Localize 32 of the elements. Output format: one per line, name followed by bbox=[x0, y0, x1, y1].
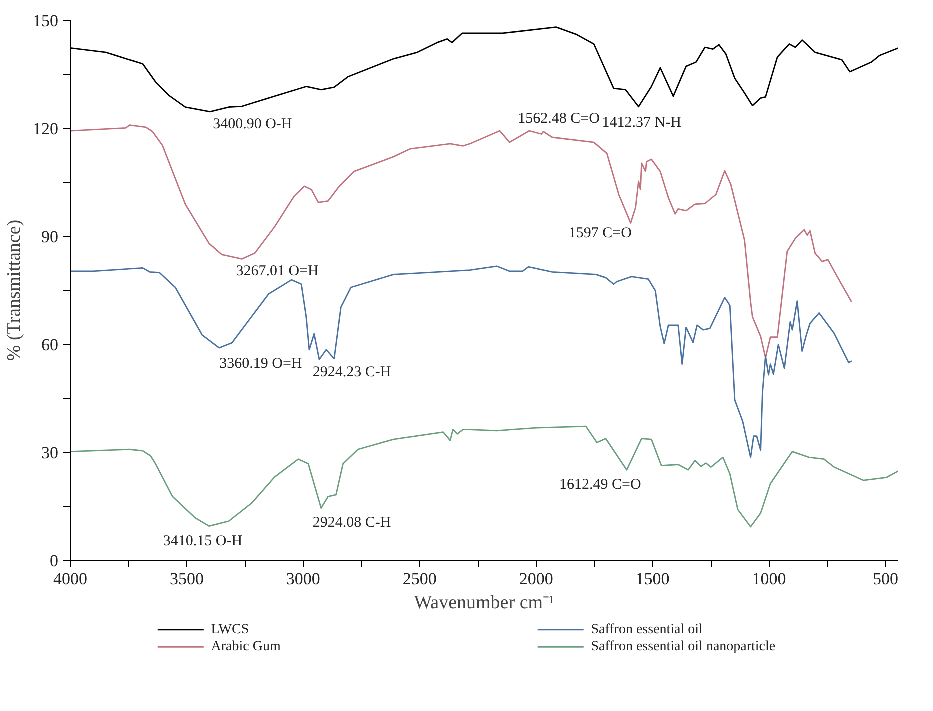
y-tick-label: 90 bbox=[42, 228, 58, 246]
y-tick-label: 0 bbox=[50, 552, 58, 570]
annotation: 3267.01 O=H bbox=[236, 264, 319, 280]
x-tick-label: 3000 bbox=[286, 570, 320, 588]
x-tick-label: 3500 bbox=[170, 570, 204, 588]
x-tick-label: 2000 bbox=[519, 570, 554, 588]
y-tick-label: 60 bbox=[42, 336, 58, 354]
y-tick-label: 120 bbox=[33, 120, 58, 138]
x-tick-label: 1500 bbox=[636, 570, 670, 588]
y-axis-title: % (Transmittance) bbox=[4, 220, 25, 362]
y-tick-label: 30 bbox=[42, 444, 58, 462]
annotation: 3400.90 O-H bbox=[213, 116, 292, 133]
annotation: 1597 C=O bbox=[568, 225, 632, 242]
annotation: 3360.19 O=H bbox=[220, 356, 302, 372]
line-series bbox=[70, 426, 898, 528]
x-tick-label: 500 bbox=[872, 570, 898, 588]
annotation: 2924.08 C-H bbox=[312, 515, 392, 532]
annotation: 1412.37 N-H bbox=[602, 115, 682, 132]
x-tick-label: 2500 bbox=[402, 570, 437, 588]
annotation: 1612.49 C=O bbox=[560, 476, 642, 493]
annotation: 3410.15 O-H bbox=[163, 534, 243, 550]
legend-label: Saffron essential oil nanoparticle bbox=[591, 640, 776, 655]
x-axis-title: Wavenumber cm⁻¹ bbox=[414, 592, 556, 614]
legend-label: Saffron essential oil bbox=[591, 622, 704, 638]
legend-label: Arabic Gum bbox=[211, 640, 281, 655]
annotation: 1562.48 C=O bbox=[518, 110, 600, 127]
line-series bbox=[70, 266, 853, 458]
legend-label: LWCS bbox=[211, 622, 250, 638]
x-tick-label: 1000 bbox=[752, 570, 786, 588]
y-tick-label: 150 bbox=[33, 12, 58, 30]
x-tick-label: 4000 bbox=[54, 570, 88, 588]
annotation: 2924.23 C-H bbox=[312, 364, 392, 381]
